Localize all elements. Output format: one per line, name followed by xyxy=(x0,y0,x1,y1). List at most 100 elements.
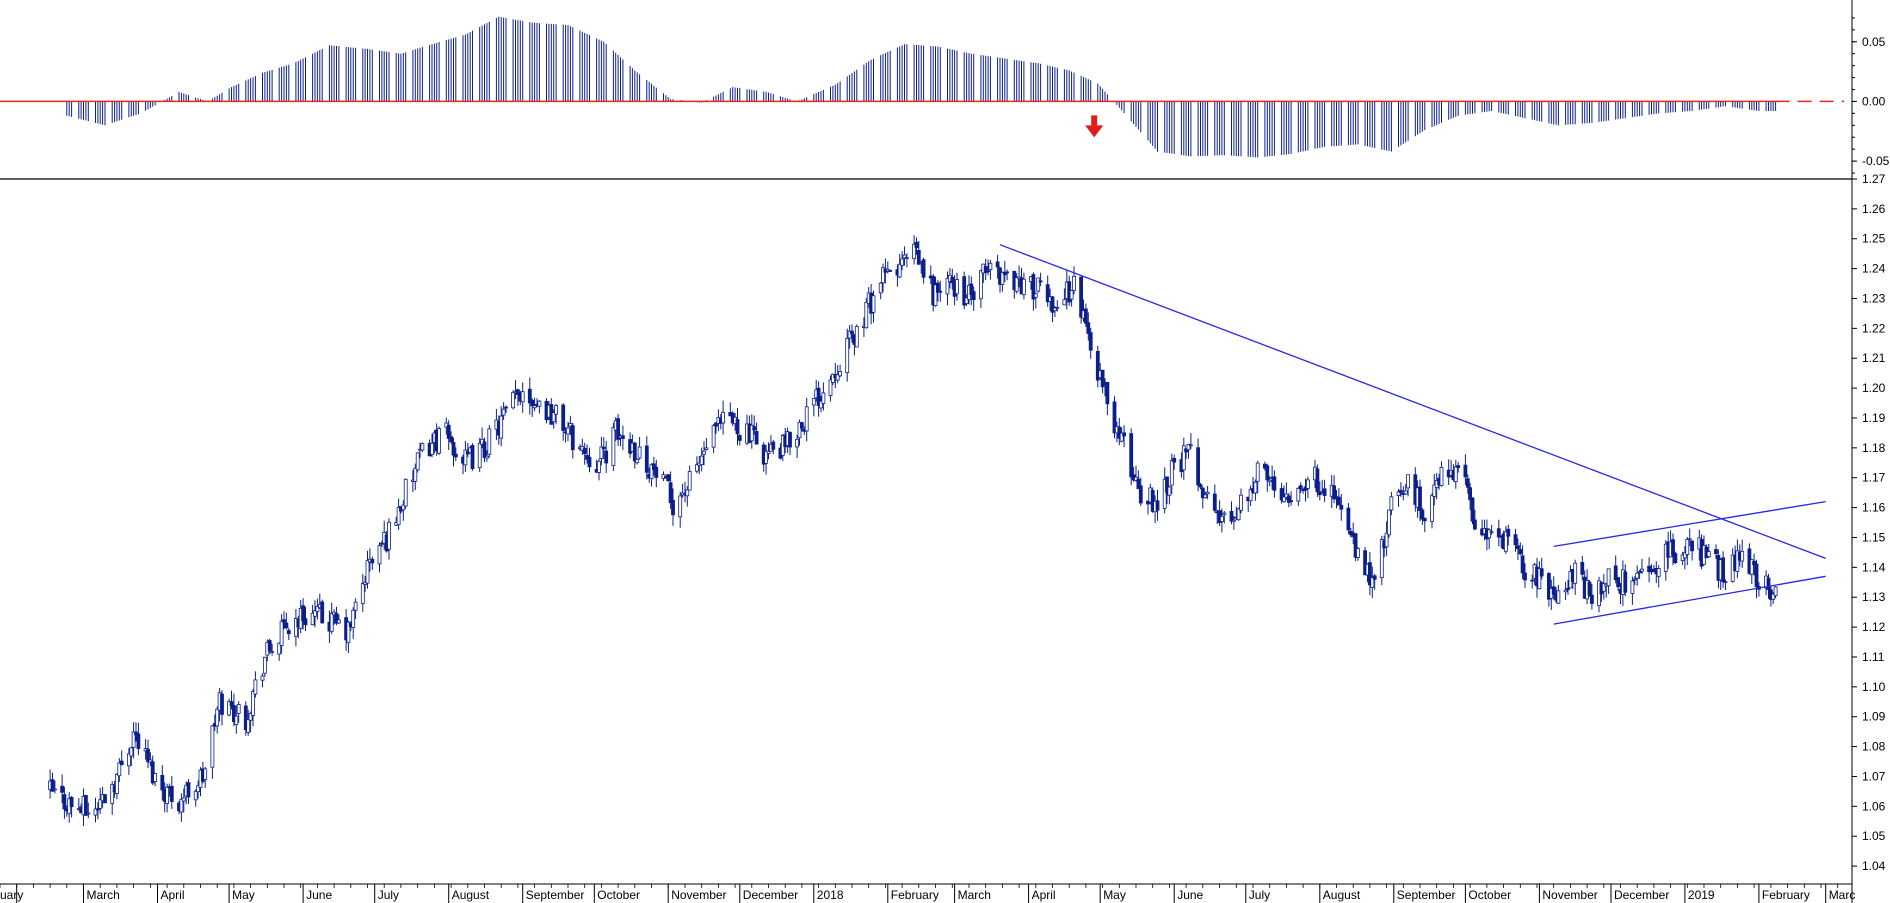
price-candle xyxy=(995,254,1000,279)
price-candle xyxy=(1220,508,1224,533)
price-candle xyxy=(477,437,482,473)
price-candle xyxy=(134,722,138,742)
price-candle xyxy=(795,434,799,458)
price-candle xyxy=(1714,544,1718,559)
price-candle xyxy=(487,425,492,458)
price-candle xyxy=(979,269,983,308)
price-candle xyxy=(1282,485,1286,503)
price-candle xyxy=(566,421,570,442)
price-candle xyxy=(1547,572,1551,607)
price-candle xyxy=(845,328,850,382)
price-y-tick-label: 1.19 xyxy=(1862,411,1886,425)
price-candle xyxy=(766,442,771,460)
price-candle xyxy=(1255,460,1260,494)
price-candle xyxy=(1518,542,1523,556)
x-month-label: November xyxy=(1542,888,1597,902)
price-candle xyxy=(165,783,170,813)
price-candle xyxy=(131,722,136,759)
price-candle xyxy=(1379,535,1384,586)
price-candle xyxy=(1473,509,1477,531)
price-candle xyxy=(1136,470,1141,490)
price-candle xyxy=(1298,482,1303,493)
price-candle xyxy=(470,443,475,471)
price-candle xyxy=(181,788,186,813)
price-candle xyxy=(430,434,434,458)
price-candle xyxy=(1095,345,1100,388)
price-candle xyxy=(1671,533,1675,566)
price-y-tick-label: 1.09 xyxy=(1862,710,1886,724)
price-y-tick-label: 1.12 xyxy=(1862,620,1886,634)
price-candle xyxy=(1706,544,1711,558)
x-month-label: September xyxy=(1397,888,1456,902)
price-candle xyxy=(1353,533,1358,562)
price-candle xyxy=(1630,576,1635,605)
price-candle xyxy=(1590,584,1594,610)
price-candle xyxy=(150,755,155,785)
price-candle xyxy=(1186,443,1191,459)
price-candle xyxy=(1033,292,1038,309)
price-candle xyxy=(1516,538,1520,560)
price-candle xyxy=(749,414,754,449)
price-candle xyxy=(160,765,165,801)
price-candle xyxy=(293,609,298,647)
price-candle xyxy=(1556,585,1561,605)
price-candle xyxy=(699,447,704,472)
price-candle xyxy=(1690,539,1694,561)
price-panel: 1.27 1.26 1.25 1.24 1.23 1.22 1.21 1.20 1.19 1.18… xyxy=(48,172,1886,873)
price-candle xyxy=(282,611,286,630)
price-candle xyxy=(831,373,835,385)
price-candle xyxy=(1721,551,1725,588)
price-candle xyxy=(1649,564,1654,575)
price-candle xyxy=(1504,526,1508,554)
price-candle xyxy=(537,400,542,414)
price-candle xyxy=(816,381,821,417)
price-candle xyxy=(601,437,606,459)
price-candle xyxy=(236,701,241,723)
price-y-tick-label: 1.14 xyxy=(1862,560,1886,574)
price-candle xyxy=(568,415,573,436)
price-candle xyxy=(635,458,640,465)
price-candle xyxy=(1384,521,1389,556)
price-candle xyxy=(301,598,306,630)
price-candle xyxy=(96,802,100,820)
price-candle xyxy=(1752,553,1756,576)
price-candle xyxy=(1468,483,1472,511)
price-candle xyxy=(243,701,248,736)
price-candle xyxy=(279,614,284,654)
price-candle xyxy=(1470,497,1475,525)
price-candle xyxy=(1601,574,1606,600)
price-candle xyxy=(1155,489,1160,521)
price-candle xyxy=(1053,306,1057,317)
price-candle xyxy=(1055,300,1060,312)
price-candle xyxy=(1740,539,1745,568)
price-y-tick-label: 1.26 xyxy=(1862,202,1886,216)
price-candle xyxy=(654,459,659,488)
price-candle xyxy=(1279,482,1284,504)
price-candle xyxy=(1563,581,1568,600)
price-candle xyxy=(527,377,532,415)
price-candle xyxy=(850,324,854,343)
price-candle xyxy=(248,711,253,733)
price-candle xyxy=(1573,559,1578,595)
price-candle xyxy=(146,739,150,769)
x-month-label: September xyxy=(526,888,585,902)
price-candle xyxy=(277,642,282,661)
price-candle xyxy=(53,780,57,794)
price-candle xyxy=(871,290,876,323)
price-candle xyxy=(193,789,198,807)
price-y-tick-label: 1.05 xyxy=(1862,829,1886,843)
price-candle xyxy=(351,607,356,639)
x-month-label: May xyxy=(232,888,255,902)
price-candle xyxy=(1253,479,1258,501)
price-candle xyxy=(1513,528,1518,552)
x-month-label: February xyxy=(891,888,939,902)
price-candle xyxy=(127,748,131,775)
price-candle xyxy=(1205,485,1210,500)
price-candle xyxy=(714,422,718,434)
price-candle xyxy=(334,606,339,626)
price-candle xyxy=(1317,481,1322,501)
x-month-label: October xyxy=(1468,888,1511,902)
price-candle xyxy=(62,786,67,819)
price-candle xyxy=(1368,551,1372,596)
